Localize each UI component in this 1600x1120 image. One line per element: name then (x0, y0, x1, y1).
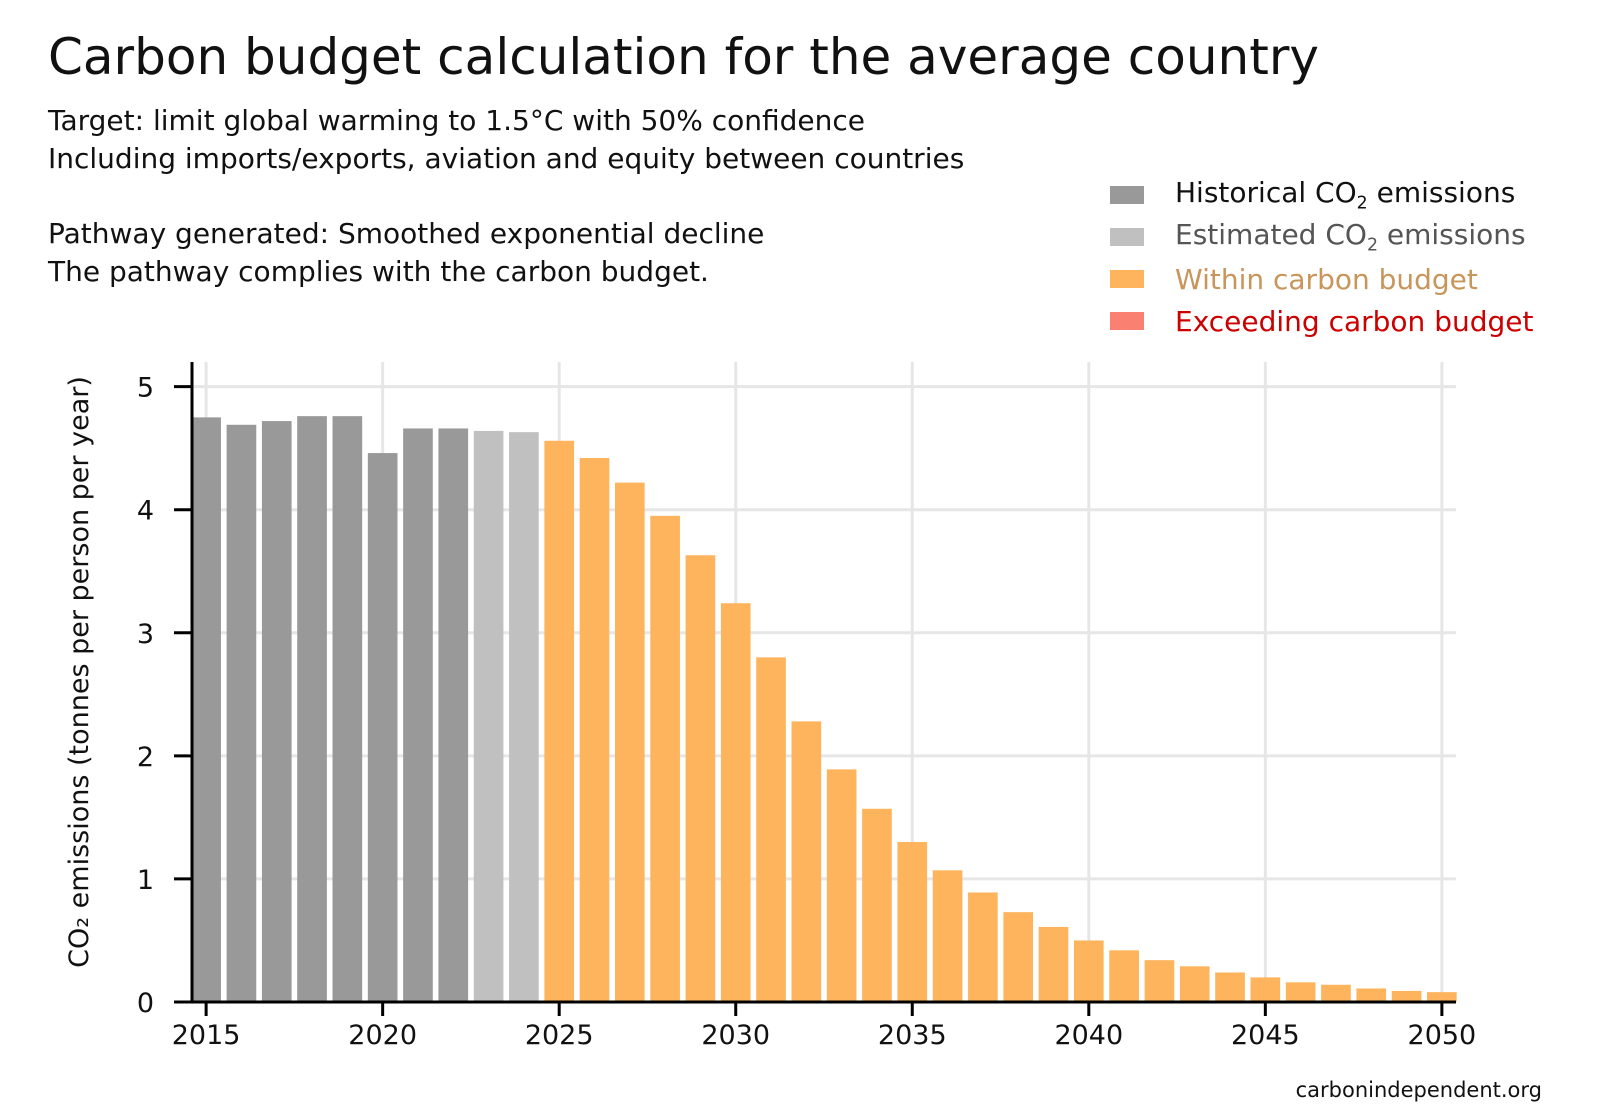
x-tick-label: 2050 (1408, 1020, 1477, 1051)
bar-within-2029 (685, 555, 716, 1002)
bar-within-2034 (862, 808, 892, 1002)
y-tick-label: 0 (137, 988, 154, 1019)
x-tick-label: 2035 (878, 1020, 947, 1051)
legend-item-historical: Historical CO2 emissions (1110, 174, 1533, 216)
bar-within-2050 (1427, 992, 1457, 1002)
bar-within-2026 (579, 458, 610, 1002)
legend-item-within: Within carbon budget (1110, 258, 1533, 300)
bar-within-2039 (1038, 926, 1069, 1002)
subtitle-target: Target: limit global warming to 1.5°C wi… (48, 104, 866, 137)
bar-within-2037 (968, 892, 998, 1002)
bar-within-2036 (932, 870, 963, 1002)
bar-historical-2017 (261, 421, 292, 1003)
x-tick-label: 2040 (1054, 1020, 1123, 1051)
y-tick-label: 1 (137, 865, 154, 896)
legend-label-exceeding: Exceeding carbon budget (1175, 304, 1534, 338)
bar-historical-2015 (191, 417, 221, 1002)
axes (174, 362, 1456, 1016)
y-tick-label: 2 (137, 742, 154, 773)
y-tick-label: 5 (137, 373, 154, 404)
legend-item-estimated: Estimated CO2 emissions (1110, 216, 1533, 258)
bar-within-2044 (1215, 972, 1245, 1002)
bar-within-2028 (650, 515, 680, 1002)
legend-label-estimated: Estimated CO2 emissions (1175, 218, 1526, 256)
bar-within-2043 (1179, 966, 1210, 1002)
legend-label-historical: Historical CO2 emissions (1175, 176, 1516, 214)
bar-historical-2016 (226, 424, 257, 1002)
bar-within-2046 (1285, 982, 1316, 1002)
legend-swatch-exceeding (1110, 312, 1144, 330)
bar-within-2042 (1144, 960, 1175, 1002)
bar-historical-2021 (403, 428, 433, 1002)
bar-within-2035 (897, 842, 928, 1002)
legend-swatch-historical (1110, 186, 1144, 204)
subtitle-scope: Including imports/exports, aviation and … (48, 142, 965, 175)
y-axis-label: CO₂ emissions (tonnes per person per yea… (64, 376, 95, 968)
bar-within-2033 (826, 769, 857, 1002)
bar-estimated-2023 (473, 430, 504, 1002)
bar-historical-2022 (438, 428, 469, 1002)
x-tick-label: 2025 (525, 1020, 594, 1051)
bar-within-2041 (1109, 950, 1139, 1002)
y-tick-label: 3 (137, 619, 154, 650)
bar-within-2030 (720, 603, 751, 1002)
y-tick-label: 4 (137, 496, 154, 527)
legend: Historical CO2 emissions Estimated CO2 e… (1110, 174, 1533, 342)
x-tick-label: 2045 (1231, 1020, 1300, 1051)
chart-title: Carbon budget calculation for the averag… (48, 28, 1319, 86)
bar-within-2032 (791, 721, 822, 1002)
legend-swatch-estimated (1110, 228, 1144, 246)
bar-within-2049 (1391, 990, 1422, 1002)
bar-within-2031 (756, 657, 786, 1002)
bar-estimated-2024 (509, 432, 539, 1003)
bar-within-2038 (1003, 912, 1034, 1002)
x-tick-label: 2030 (701, 1020, 770, 1051)
subtitle-compliance: The pathway complies with the carbon bud… (48, 255, 709, 288)
legend-item-exceeding: Exceeding carbon budget (1110, 300, 1533, 342)
bar-within-2040 (1073, 940, 1104, 1002)
bar-within-2027 (614, 482, 645, 1003)
bar-historical-2018 (297, 416, 327, 1003)
bar-historical-2020 (367, 453, 398, 1003)
bar-within-2045 (1250, 977, 1281, 1002)
bar-within-2048 (1356, 988, 1387, 1002)
bars (191, 416, 1457, 1003)
x-tick-label: 2020 (348, 1020, 417, 1051)
source-credit: carbonindependent.org (1295, 1078, 1542, 1102)
bar-within-2025 (544, 440, 575, 1002)
legend-swatch-within (1110, 270, 1144, 288)
tick-labels: 0 1 2 3 4 5 2015 2020 2025 2030 2035 2040 2045 2050 (137, 373, 1476, 1051)
x-tick-label: 2015 (172, 1020, 241, 1051)
legend-label-within: Within carbon budget (1175, 262, 1478, 296)
bar-historical-2019 (332, 416, 363, 1003)
bar-within-2047 (1321, 984, 1351, 1002)
subtitle-pathway: Pathway generated: Smoothed exponential … (48, 217, 765, 250)
